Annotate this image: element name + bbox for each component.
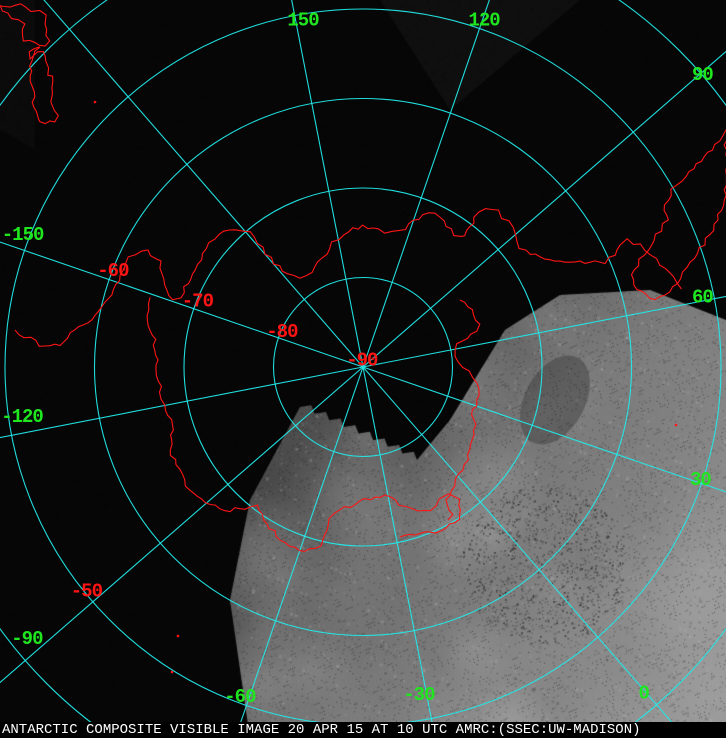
svg-text:150: 150: [287, 9, 319, 31]
svg-text:-70: -70: [182, 291, 214, 313]
svg-text:-120: -120: [1, 406, 43, 428]
svg-text:-60: -60: [97, 260, 129, 282]
svg-text:-90: -90: [11, 628, 43, 650]
svg-text:90: 90: [692, 64, 713, 86]
svg-text:30: 30: [690, 469, 711, 491]
svg-text:-50: -50: [71, 581, 103, 603]
svg-text:120: 120: [468, 10, 500, 32]
svg-text:60: 60: [692, 287, 713, 309]
svg-text:-60: -60: [224, 686, 256, 708]
svg-text:0: 0: [638, 683, 649, 705]
svg-text:-80: -80: [266, 321, 298, 343]
svg-text:-90: -90: [346, 349, 378, 371]
svg-text:-30: -30: [403, 684, 435, 706]
svg-text:-150: -150: [2, 224, 44, 246]
